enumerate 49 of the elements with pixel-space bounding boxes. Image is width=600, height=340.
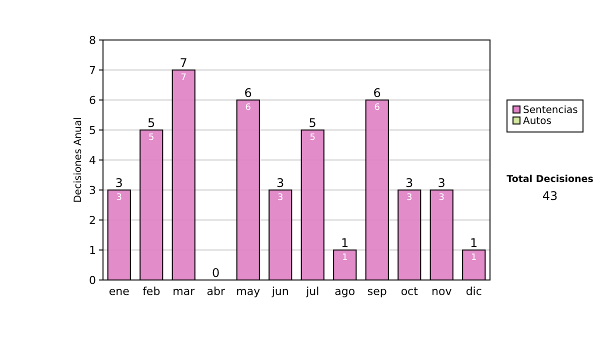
total-label: 3 [276,176,284,190]
y-tick-label: 6 [89,94,96,107]
total-label: 6 [244,86,252,100]
text: Total Decisiones [506,174,594,185]
legend-label: Autos [523,116,552,127]
data-label: 7 [180,73,186,83]
x-tick-label: mar [172,285,196,298]
total-label: 3 [115,176,123,190]
data-label: 1 [342,253,348,263]
y-tick-label: 7 [89,64,96,77]
data-label: 3 [406,193,412,203]
y-tick-label: 1 [89,244,96,257]
y-axis-title: Decisiones Anual [73,117,84,203]
x-tick-label: feb [142,285,160,298]
total-label: 5 [308,116,316,130]
text: 43 [542,189,558,203]
data-label: 5 [310,133,316,143]
y-tick-label: 3 [89,184,96,197]
data-label: 3 [438,193,444,203]
total-label: 0 [212,266,220,280]
data-label: 3 [278,193,284,203]
data-label: 1 [471,253,477,263]
total-label: 1 [470,236,478,250]
total-label: 7 [180,56,188,70]
x-tick-label: dic [466,285,482,298]
total-label: 1 [341,236,349,250]
data-label: 5 [148,133,154,143]
y-tick-label: 0 [89,274,96,287]
y-tick-label: 5 [89,124,96,137]
total-label: 5 [148,116,156,130]
x-tick-label: jul [305,285,320,298]
data-label: 6 [245,103,252,113]
total-label: 6 [373,86,381,100]
x-tick-label: abr [206,285,226,298]
y-tick-label: 8 [89,34,96,47]
x-tick-label: sep [367,285,387,298]
legend-label: Sentencias [523,105,578,116]
data-label: 3 [116,193,122,203]
data-label: 6 [374,103,380,113]
x-tick-label: nov [432,285,452,298]
y-tick-label: 4 [89,154,96,167]
x-tick-label: jun [270,285,289,298]
y-tick-label: 2 [89,214,96,227]
x-tick-label: ene [108,285,130,298]
x-tick-label: may [236,285,261,298]
total-label: 3 [438,176,446,190]
total-label: 3 [406,176,414,190]
x-tick-label: oct [400,285,419,298]
x-tick-label: ago [334,285,356,298]
